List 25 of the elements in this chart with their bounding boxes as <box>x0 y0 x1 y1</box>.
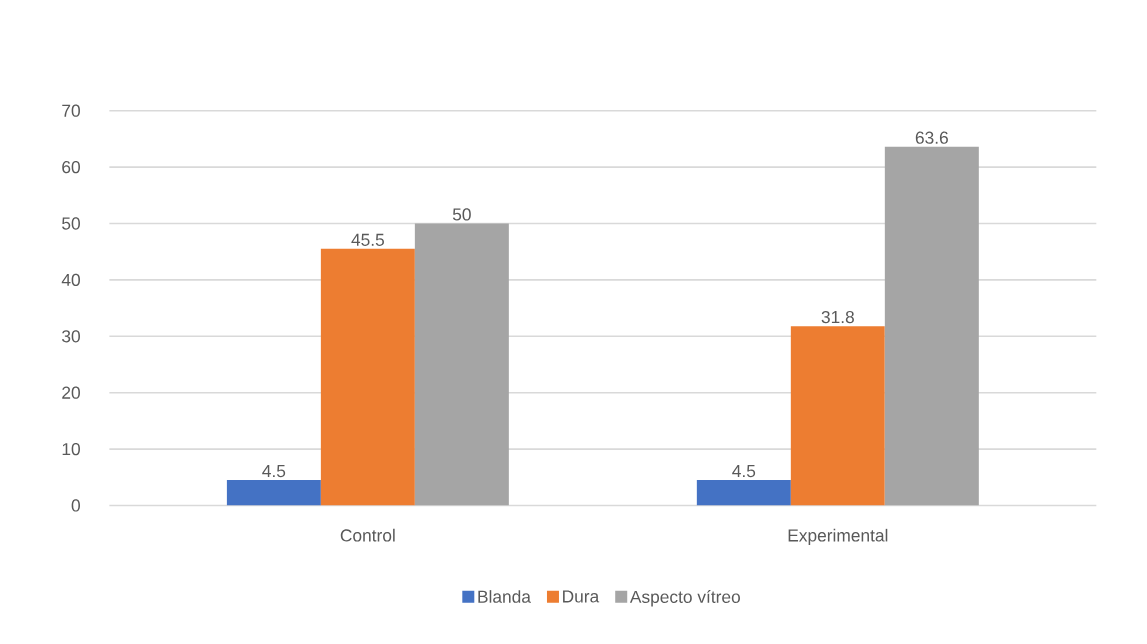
y-tick-label: 50 <box>62 217 80 230</box>
y-tick-label: 70 <box>62 104 80 117</box>
legend-label: Dura <box>563 590 600 603</box>
data-label: 4.5 <box>262 464 286 478</box>
x-tick-label: Control <box>340 528 395 542</box>
legend-label: Blanda <box>478 590 531 603</box>
y-tick-label: 60 <box>62 160 80 174</box>
data-label: 45.5 <box>351 233 384 246</box>
bar <box>884 146 979 506</box>
bar <box>414 223 509 506</box>
data-label: 63.6 <box>915 131 948 144</box>
bar <box>226 480 321 506</box>
data-label: 31.8 <box>821 310 854 324</box>
bar <box>320 248 415 506</box>
bar <box>790 326 885 506</box>
bar <box>696 480 791 506</box>
y-tick-label: 20 <box>62 386 80 399</box>
data-label: 50 <box>452 208 471 221</box>
y-tick-label: 0 <box>71 499 80 512</box>
legend-label: Aspecto vítreo <box>629 589 740 607</box>
y-tick-label: 10 <box>62 442 80 456</box>
x-tick-label: Experimental <box>788 528 888 545</box>
y-tick-label: 30 <box>62 330 80 343</box>
data-label: 4.5 <box>732 464 756 478</box>
y-tick-label: 40 <box>61 273 80 286</box>
